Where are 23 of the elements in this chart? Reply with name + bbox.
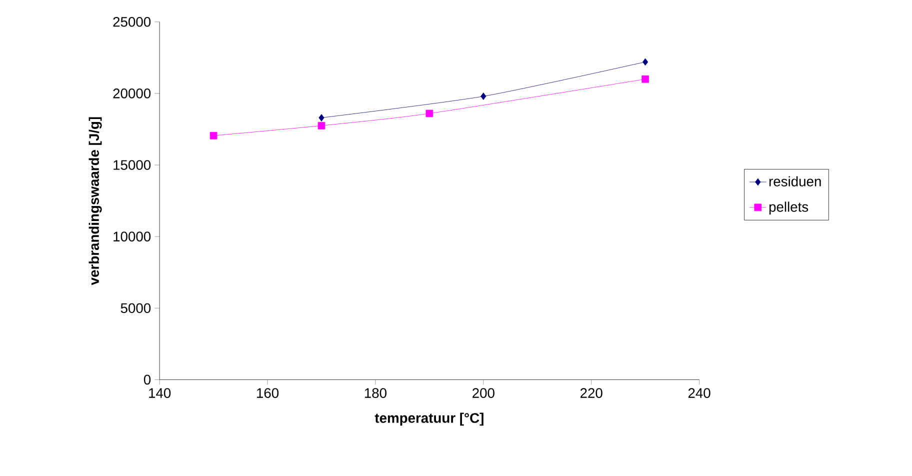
legend-label: residuen [769, 176, 821, 186]
y-tick-label: 25000 [113, 16, 151, 27]
point [318, 114, 324, 122]
x-tick-label: 160 [257, 388, 279, 398]
y-tick-label: 10000 [114, 232, 151, 242]
x-tick-label: 180 [364, 388, 386, 398]
point [318, 122, 326, 130]
y-tick-label: 15000 [114, 160, 151, 170]
x-axis-title: temperatuur [°C] [374, 412, 484, 426]
x-tick-label: 240 [688, 388, 710, 398]
point [642, 75, 649, 83]
y-tick-label: 20000 [113, 88, 151, 98]
y-axis-title: verbrandingswaarde [J/g] [88, 117, 102, 286]
point [426, 110, 434, 118]
x-tick-label: 140 [149, 388, 171, 398]
legend-label: pellets [769, 202, 808, 215]
y-tick-label: 5000 [120, 303, 151, 313]
point [642, 58, 648, 66]
point [480, 92, 486, 100]
x-tick-label: 220 [580, 388, 602, 398]
y-tick-label: 0 [144, 374, 151, 385]
point [210, 132, 218, 140]
x-tick-label: 200 [472, 388, 494, 398]
